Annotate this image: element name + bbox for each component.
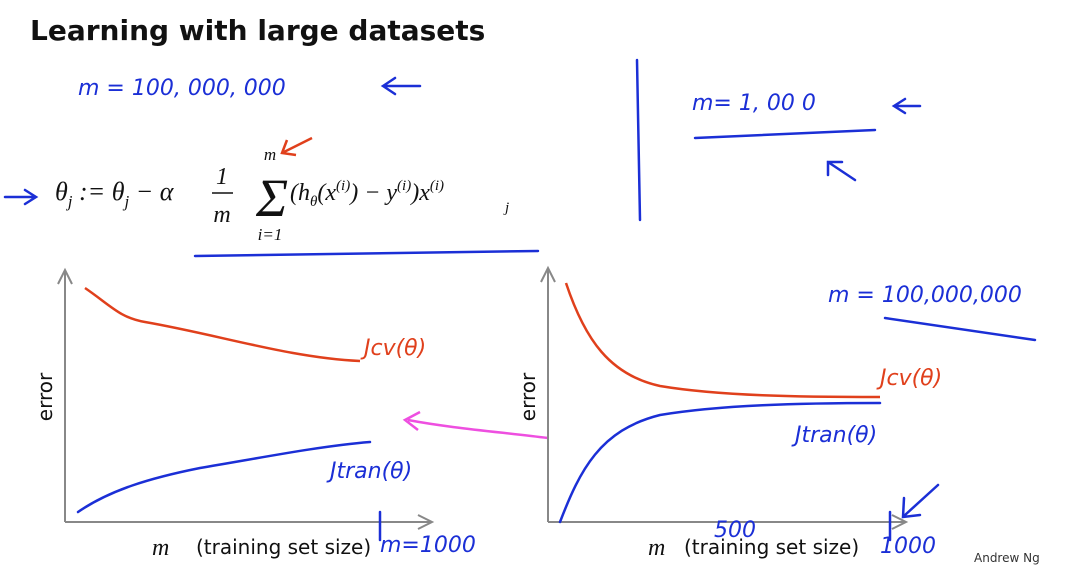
sum-lower: i=1 bbox=[258, 225, 283, 244]
underline bbox=[883, 316, 1037, 342]
jtrain-curve bbox=[558, 401, 882, 524]
underline bbox=[193, 249, 540, 258]
annotation: m=1000 bbox=[380, 533, 476, 558]
arrow bbox=[280, 136, 313, 157]
annotation: m= 1, 00 0 bbox=[692, 91, 816, 116]
jcv-curve bbox=[84, 286, 361, 363]
y-label: error bbox=[33, 372, 57, 421]
sum-symbol: Σ bbox=[255, 168, 288, 228]
fraction-num: 1 bbox=[216, 164, 228, 190]
y-label: error bbox=[516, 372, 540, 421]
arrow bbox=[901, 483, 940, 519]
annotation: m = 100,000,000 bbox=[828, 283, 1022, 308]
jtrain-curve bbox=[76, 440, 372, 514]
annotation: 500 bbox=[714, 518, 756, 543]
jcv-curve bbox=[564, 282, 881, 399]
title: Learning with large datasets bbox=[30, 14, 485, 47]
x-var: m bbox=[152, 535, 169, 561]
annotation: Jcv(θ) bbox=[360, 336, 426, 361]
annotation: Jtran(θ) bbox=[326, 459, 412, 484]
axes bbox=[57, 267, 435, 530]
axes bbox=[540, 265, 909, 530]
sum-upper: m bbox=[264, 145, 276, 164]
annotation: 1000 bbox=[880, 534, 936, 559]
annotation: Jcv(θ) bbox=[876, 366, 942, 391]
x-label: (training set size) bbox=[684, 535, 859, 559]
arrow bbox=[380, 76, 422, 96]
x-label: (training set size) bbox=[196, 535, 371, 559]
arrow bbox=[402, 410, 549, 440]
annotation: Jtran(θ) bbox=[791, 423, 877, 448]
divider bbox=[635, 58, 642, 222]
annotation: m = 100, 000, 000 bbox=[78, 76, 286, 101]
equation-lhs: θj := θj − α bbox=[55, 177, 175, 211]
equation-body: (hθ(x(i)) − y(i))x(i)j bbox=[290, 178, 509, 216]
arrow bbox=[3, 188, 39, 206]
fraction-den: m bbox=[213, 202, 230, 228]
author: Andrew Ng bbox=[974, 551, 1040, 565]
x-var: m bbox=[648, 535, 665, 561]
arrows bbox=[693, 97, 922, 182]
